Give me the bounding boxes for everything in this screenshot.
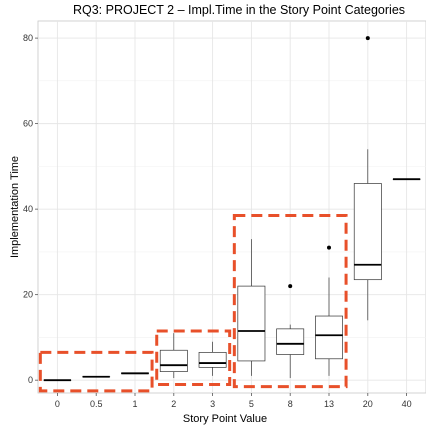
x-tick-label: 8 <box>288 399 293 409</box>
highlight-box-1 <box>38 350 154 393</box>
box-8 <box>276 284 305 379</box>
y-tick-label: 80 <box>23 33 33 43</box>
outlier-point <box>365 36 370 41</box>
box-1 <box>121 372 149 375</box>
highlight-box-3 <box>232 214 348 389</box>
x-axis-ticks: 0 0.5 1 2 3 5 8 13 20 40 <box>55 393 412 409</box>
x-tick-label: 0.5 <box>90 399 103 409</box>
box-3 <box>198 341 227 376</box>
y-axis-title: Implementation Time <box>9 156 21 258</box>
y-tick-label: 0 <box>28 375 33 385</box>
box-5 <box>237 239 266 376</box>
y-tick-label: 20 <box>23 290 33 300</box>
x-tick-label: 1 <box>132 399 137 409</box>
grid-lines <box>38 21 426 393</box>
box-body <box>198 352 227 368</box>
box-body <box>315 315 343 360</box>
x-axis-title: Story Point Value <box>183 413 267 425</box>
x-tick-label: 40 <box>402 399 412 409</box>
box-body <box>276 328 305 355</box>
outlier-point <box>327 245 331 250</box>
box-20 <box>353 36 382 321</box>
box-body <box>237 285 266 362</box>
x-tick-label: 2 <box>171 399 176 409</box>
highlight-box-2 <box>155 329 232 386</box>
x-tick-label: 13 <box>324 399 334 409</box>
x-tick-label: 20 <box>363 399 373 409</box>
y-axis-ticks: 0 20 40 60 80 <box>23 33 38 385</box>
y-tick-label: 60 <box>23 119 33 129</box>
x-tick-label: 5 <box>249 399 254 409</box>
chart-title: RQ3: PROJECT 2 – Impl.Time in the Story … <box>73 3 405 17</box>
box-13 <box>315 245 343 376</box>
outlier-point <box>288 284 293 289</box>
y-tick-label: 40 <box>23 204 33 214</box>
box-body <box>353 183 382 281</box>
highlight-groups <box>38 214 348 393</box>
box-body <box>159 349 188 372</box>
x-tick-label: 3 <box>210 399 215 409</box>
x-tick-label: 0 <box>55 399 60 409</box>
box-2 <box>159 333 188 379</box>
box-series <box>43 36 421 382</box>
